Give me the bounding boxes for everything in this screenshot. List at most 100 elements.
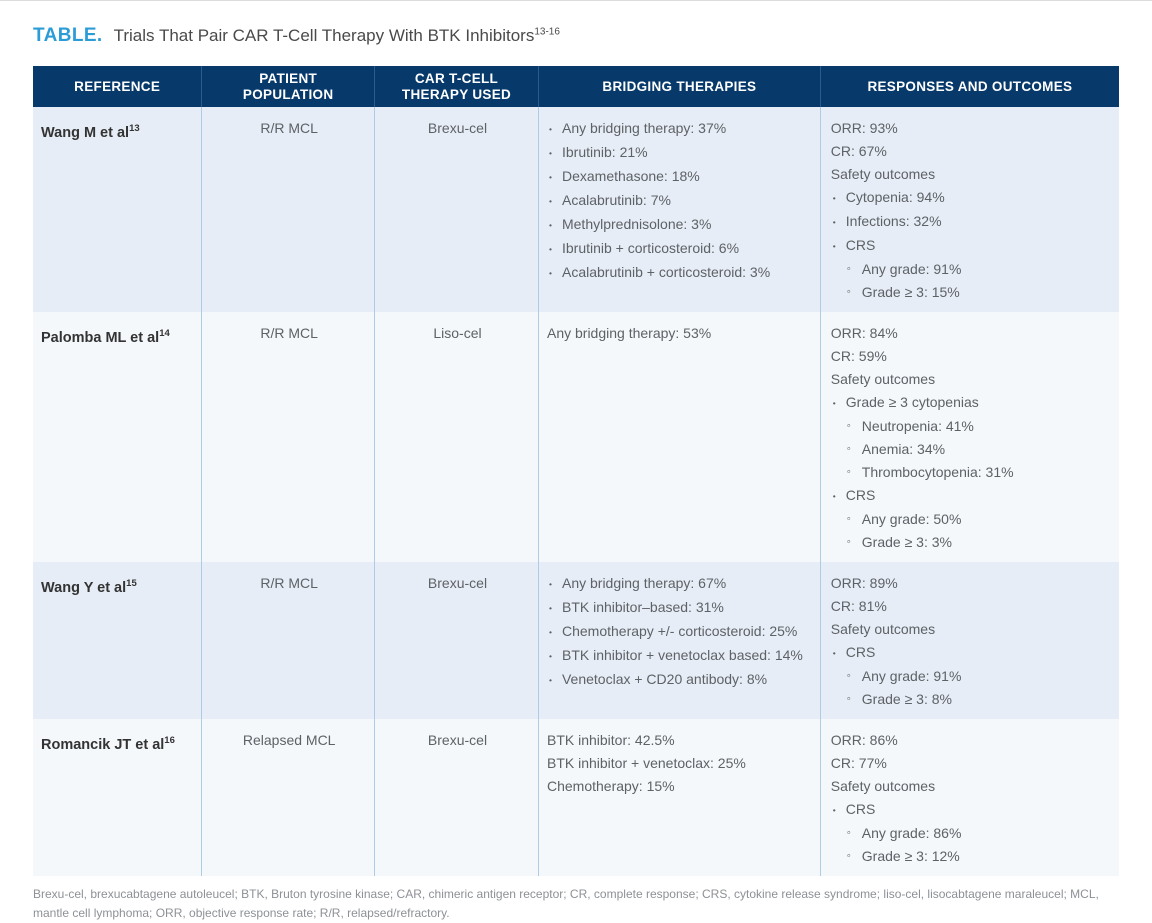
list-item: • BTK inhibitor–based: 31% bbox=[547, 596, 812, 620]
table-title-text: Trials That Pair CAR T-Cell Therapy With… bbox=[114, 26, 560, 46]
list-item-text: Neutropenia: 41% bbox=[861, 418, 974, 434]
list-item-text: Ibrutinib + corticosteroid: 6% bbox=[561, 240, 740, 256]
list-item: ◦ Anemia: 34% bbox=[831, 438, 1111, 461]
title-superscript: 13-16 bbox=[534, 26, 560, 38]
cell-responses: ORR: 89% CR: 81% Safety outcomes • CRS ◦ Any g… bbox=[819, 562, 1119, 719]
cell-population: R/R MCL bbox=[201, 107, 374, 312]
cell-therapy: Brexu-cel bbox=[374, 562, 538, 719]
reference-superscript: 14 bbox=[159, 328, 170, 339]
list-item: CR: 67% bbox=[831, 140, 1111, 163]
list-item-text: Venetoclax + CD20 antibody: 8% bbox=[561, 671, 768, 687]
list-item-text: Cytopenia: 94% bbox=[845, 189, 945, 205]
reference-superscript: 16 bbox=[164, 735, 175, 746]
list-item: • CRS bbox=[831, 798, 1111, 822]
list-item-text: Anemia: 34% bbox=[861, 441, 946, 457]
list-item-text: Any grade: 86% bbox=[861, 825, 962, 841]
cell-therapy: Brexu-cel bbox=[374, 107, 538, 312]
list-item-text: Any bridging therapy: 37% bbox=[561, 120, 727, 136]
bullet-marker: • bbox=[548, 172, 552, 182]
list-item: ORR: 89% bbox=[831, 572, 1111, 595]
list-item-text: Grade ≥ 3: 3% bbox=[861, 534, 952, 550]
list-item: CR: 77% bbox=[831, 752, 1111, 775]
list-item-text: CRS bbox=[845, 801, 876, 817]
sub-bullet-marker: ◦ bbox=[846, 693, 851, 705]
column-header-therapy: CAR T-CELL THERAPY USED bbox=[374, 66, 538, 107]
list-item-text: Safety outcomes bbox=[830, 621, 936, 637]
table-title: TABLE. Trials That Pair CAR T-Cell Thera… bbox=[33, 25, 1119, 47]
bullet-marker: • bbox=[548, 148, 552, 158]
column-header-population: PATIENT POPULATION bbox=[201, 66, 374, 107]
list-item: • Any bridging therapy: 37% bbox=[547, 117, 812, 141]
list-item: ◦ Any grade: 86% bbox=[831, 822, 1111, 845]
column-header-reference: REFERENCE bbox=[33, 66, 202, 107]
cell-therapy: Brexu-cel bbox=[374, 719, 538, 876]
list-item-text: Any bridging therapy: 53% bbox=[546, 325, 712, 341]
bullet-marker: • bbox=[548, 627, 552, 637]
list-item-text: Safety outcomes bbox=[830, 371, 936, 387]
list-item: • Cytopenia: 94% bbox=[831, 186, 1111, 210]
reference-name: Wang M et al13 bbox=[41, 123, 140, 141]
list-item: • Ibrutinib + corticosteroid: 6% bbox=[547, 237, 812, 261]
list-item-text: CR: 59% bbox=[830, 348, 887, 364]
bullet-marker: • bbox=[548, 268, 552, 278]
cell-bridging: • Any bridging therapy: 37% • Ibrutinib: 21… bbox=[537, 107, 820, 312]
list-item: Chemotherapy: 15% bbox=[547, 775, 812, 798]
sub-bullet-marker: ◦ bbox=[846, 827, 851, 839]
list-item: BTK inhibitor + venetoclax: 25% bbox=[547, 752, 812, 775]
reference-superscript: 13 bbox=[129, 123, 140, 134]
bullet-marker: • bbox=[548, 651, 552, 661]
column-header-responses: RESPONSES AND OUTCOMES bbox=[819, 66, 1119, 107]
list-item: ◦ Thrombocytopenia: 31% bbox=[831, 461, 1111, 484]
bullet-marker: • bbox=[548, 675, 552, 685]
list-item: Any bridging therapy: 53% bbox=[547, 322, 812, 345]
footnote: Brexu-cel, brexucabtagene autoleucel; BT… bbox=[33, 887, 1099, 920]
list-item: • Acalabrutinib: 7% bbox=[547, 189, 812, 213]
cell-bridging: • Any bridging therapy: 67% • BTK inhibitor… bbox=[537, 562, 820, 719]
list-item-text: Acalabrutinib: 7% bbox=[561, 192, 671, 208]
cell-population: Relapsed MCL bbox=[201, 719, 374, 876]
cell-bridging: BTK inhibitor: 42.5% BTK inhibitor + vene… bbox=[537, 719, 820, 876]
list-item-text: Methylprednisolone: 3% bbox=[561, 216, 712, 232]
bullet-marker: • bbox=[548, 244, 552, 254]
list-item: • Methylprednisolone: 3% bbox=[547, 213, 812, 237]
list-item-text: Any grade: 91% bbox=[861, 261, 962, 277]
bullet-marker: • bbox=[548, 579, 552, 589]
list-item: • CRS bbox=[831, 234, 1111, 258]
cell-therapy: Liso-cel bbox=[374, 312, 538, 562]
list-item: • Chemotherapy +/- corticosteroid: 25% bbox=[547, 620, 812, 644]
list-item-text: ORR: 89% bbox=[830, 575, 898, 591]
sub-bullet-marker: ◦ bbox=[846, 443, 851, 455]
list-item-text: CRS bbox=[845, 487, 876, 503]
cell-bridging: Any bridging therapy: 53% bbox=[537, 312, 820, 562]
bullet-marker: • bbox=[548, 220, 552, 230]
list-item-text: BTK inhibitor + venetoclax: 25% bbox=[546, 755, 746, 771]
list-item-text: Grade ≥ 3: 8% bbox=[861, 691, 952, 707]
cell-population: R/R MCL bbox=[201, 312, 374, 562]
sub-bullet-marker: ◦ bbox=[846, 263, 851, 275]
list-item-text: BTK inhibitor + venetoclax based: 14% bbox=[561, 647, 803, 663]
data-table: REFERENCE PATIENT POPULATION CAR T-CELL TH… bbox=[33, 66, 1119, 876]
reference-name: Palomba ML et al14 bbox=[41, 328, 170, 346]
list-item-text: CR: 77% bbox=[830, 755, 887, 771]
cell-reference: Palomba ML et al14 bbox=[33, 312, 202, 562]
list-item: ◦ Any grade: 91% bbox=[831, 258, 1111, 281]
list-item-text: Chemotherapy: 15% bbox=[546, 778, 675, 794]
sub-bullet-marker: ◦ bbox=[846, 850, 851, 862]
list-item-text: Grade ≥ 3: 15% bbox=[861, 284, 960, 300]
list-item: ◦ Grade ≥ 3: 12% bbox=[831, 845, 1111, 868]
sub-bullet-marker: ◦ bbox=[846, 420, 851, 432]
list-item: Safety outcomes bbox=[831, 618, 1111, 641]
list-item-text: Grade ≥ 3: 12% bbox=[861, 848, 960, 864]
list-item-text: Safety outcomes bbox=[830, 166, 936, 182]
bullet-marker: • bbox=[832, 193, 836, 203]
bullet-marker: • bbox=[548, 603, 552, 613]
list-item: ◦ Grade ≥ 3: 8% bbox=[831, 688, 1111, 711]
list-item-text: CR: 67% bbox=[830, 143, 887, 159]
bullet-marker: • bbox=[832, 491, 836, 501]
list-item-text: Any grade: 91% bbox=[861, 668, 962, 684]
list-item-text: Acalabrutinib + corticosteroid: 3% bbox=[561, 264, 771, 280]
list-item-text: ORR: 93% bbox=[830, 120, 898, 136]
cell-reference: Wang M et al13 bbox=[33, 107, 202, 312]
table-label: TABLE. bbox=[33, 25, 103, 46]
cell-responses: ORR: 84% CR: 59% Safety outcomes • Grade ≥ 3… bbox=[819, 312, 1119, 562]
